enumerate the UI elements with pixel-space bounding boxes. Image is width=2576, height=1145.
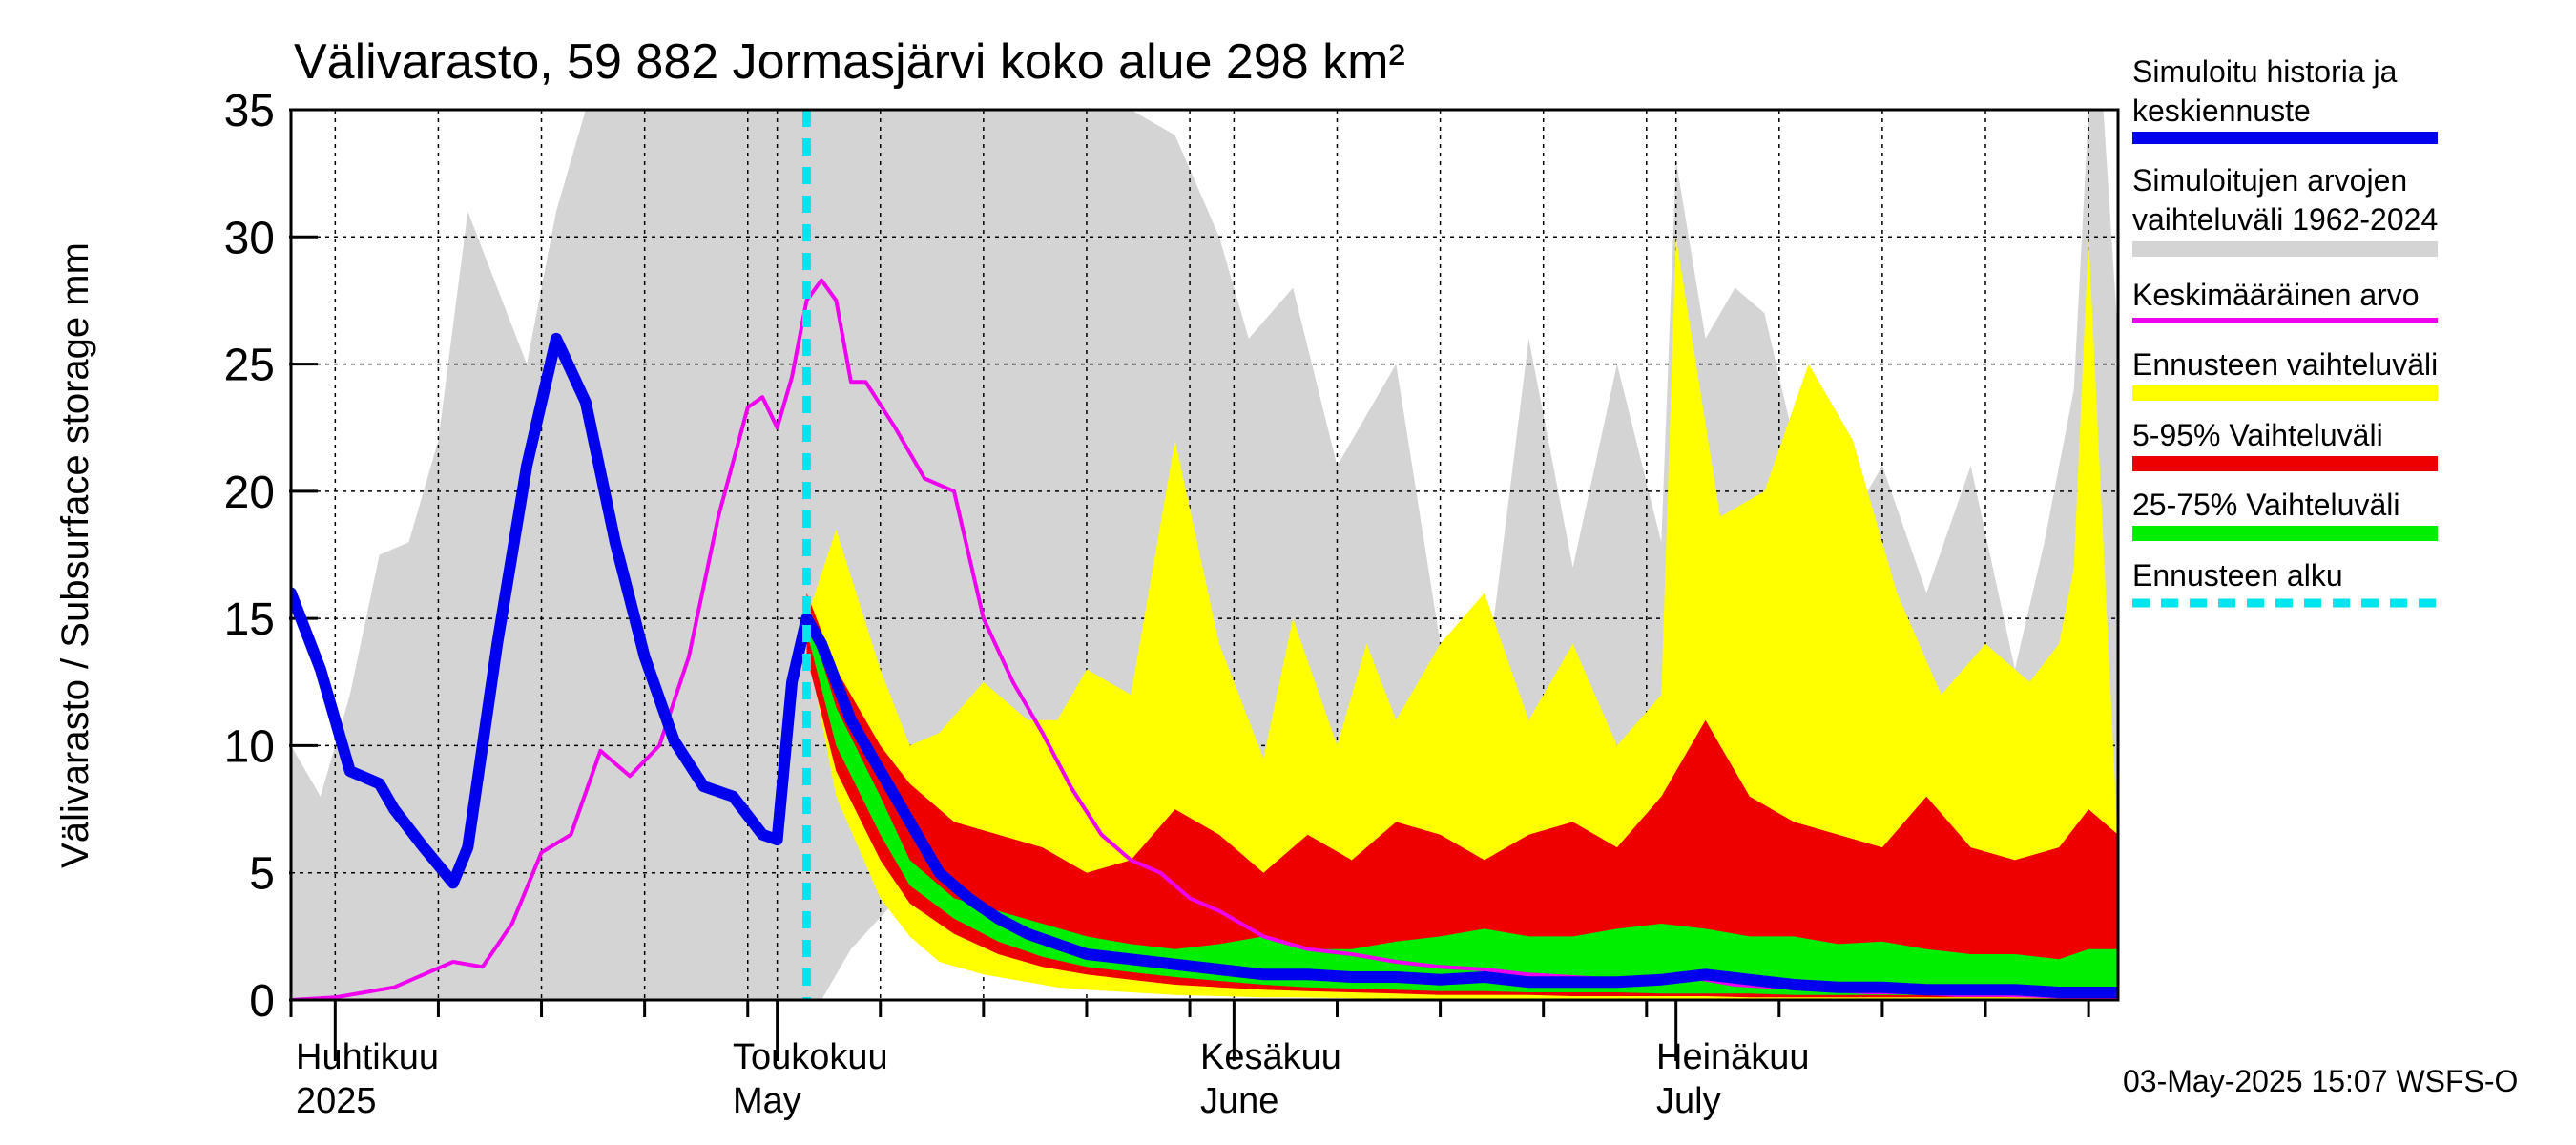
- month-label-april: Huhtikuu: [296, 1037, 439, 1077]
- legend-label-history-line2: vaihteluväli 1962-2024: [2132, 202, 2438, 237]
- y-tick-label: 10: [224, 721, 275, 772]
- y-tick-label: 0: [249, 976, 275, 1027]
- y-tick-label: 5: [249, 849, 275, 900]
- p25-75-range-area: [806, 611, 2118, 996]
- y-tick-label: 25: [224, 341, 275, 391]
- month-label-july-en: July: [1656, 1081, 1721, 1121]
- y-tick-label: 20: [224, 468, 275, 518]
- legend-swatch-forecast-range: [2132, 385, 2438, 401]
- chart-title: Välivarasto, 59 882 Jormasjärvi koko alu…: [294, 34, 1405, 90]
- legend-swatch-simulated: [2132, 132, 2438, 144]
- month-label-june: Kesäkuu: [1200, 1037, 1341, 1077]
- legend-swatch-p25-75: [2132, 526, 2438, 541]
- month-label-may: Toukokuu: [733, 1037, 888, 1077]
- x-axis-ticks: [289, 1000, 2090, 1061]
- month-label-april-year: 2025: [296, 1081, 377, 1121]
- plot-area: [291, 110, 2118, 1000]
- legend-swatch-mean: [2132, 318, 2438, 323]
- legend-label-p5-95: 5-95% Vaihteluväli: [2132, 418, 2383, 452]
- month-label-june-en: June: [1200, 1081, 1278, 1121]
- month-labels: Huhtikuu 2025 Toukokuu May Kesäkuu June …: [296, 1037, 1810, 1121]
- legend-label-forecast-range: Ennusteen vaihteluväli: [2132, 347, 2438, 382]
- y-tick-label: 30: [224, 213, 275, 263]
- legend-label-p25-75: 25-75% Vaihteluväli: [2132, 488, 2399, 522]
- legend-label-history-line1: Simuloitujen arvojen: [2132, 163, 2407, 198]
- month-label-may-en: May: [733, 1081, 801, 1121]
- mean-line: [291, 278, 2118, 1000]
- y-tick-label: 15: [224, 594, 275, 645]
- legend-swatch-p5-95: [2132, 456, 2438, 471]
- p5-95-range-area: [806, 593, 2118, 998]
- legend-label-forecast-start: Ennusteen alku: [2132, 558, 2343, 593]
- y-axis-label: Välivarasto / Subsurface storage mm: [54, 242, 96, 868]
- y-tick-label: 35: [224, 86, 275, 136]
- legend-swatch-history: [2132, 241, 2438, 257]
- legend-label-simulated-line1: Simuloitu historia ja: [2132, 54, 2398, 89]
- legend-label-simulated-line2: keskiennuste: [2132, 94, 2311, 128]
- plot-frame: [289, 108, 2120, 1002]
- legend-label-mean: Keskimääräinen arvo: [2132, 278, 2420, 312]
- legend: Simuloitu historia ja keskiennuste Simul…: [2132, 54, 2438, 608]
- forecast-range-area: [806, 237, 2118, 999]
- month-label-july: Heinäkuu: [1656, 1037, 1810, 1077]
- simulated-line: [291, 332, 2118, 998]
- footer-timestamp: 03-May-2025 15:07 WSFS-O: [2123, 1064, 2518, 1098]
